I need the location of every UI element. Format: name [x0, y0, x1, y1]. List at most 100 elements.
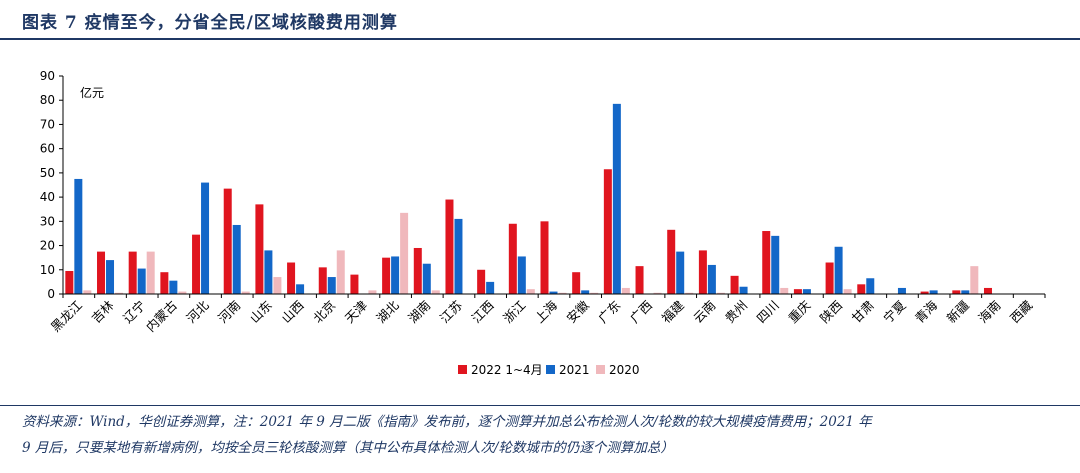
source-note-line-1: 资料来源：Wind，华创证券测算，注：2021 年 9 月二版《指南》发布前，逐…	[22, 414, 872, 430]
y-tick-label: 40	[40, 190, 55, 204]
y-tick-label: 30	[40, 214, 55, 228]
x-category-label: 陕西	[817, 298, 845, 326]
bar-贵州-2022 1~4月	[730, 275, 739, 294]
x-category-label: 宁夏	[880, 297, 909, 326]
bar-黑龙江-2021	[74, 178, 83, 294]
bar-湖北-2021	[391, 256, 400, 294]
bar-江西-2021	[486, 281, 495, 294]
bar-辽宁-2021	[137, 268, 146, 294]
x-category-label: 福建	[659, 297, 688, 326]
x-category-label: 安徽	[564, 297, 593, 326]
x-category-label: 西藏	[1007, 297, 1036, 326]
bar-贵州-2021	[739, 286, 748, 294]
source-note-line-2: 9 月后，只要某地有新增病例，均按全员三轮核酸测算（其中公布具体检测人次/轮数城…	[22, 440, 674, 456]
bar-江西-2022 1~4月	[477, 269, 486, 294]
bar-陕西-2021	[834, 246, 843, 294]
bar-安徽-2020	[590, 292, 599, 294]
bar-江苏-2022 1~4月	[445, 199, 454, 294]
y-axis-unit-label: 亿元	[80, 85, 104, 100]
x-ticks	[62, 294, 1046, 298]
figure-title: 图表 7 疫情至今，分省全民/区域核酸费用测算	[22, 13, 398, 33]
bar-云南-2020	[716, 292, 725, 294]
bar-湖北-2020	[400, 212, 409, 294]
bar-上海-2020	[558, 292, 567, 294]
bar-河南-2021	[232, 224, 241, 294]
bar-四川-2021	[771, 235, 780, 294]
bar-辽宁-2022 1~4月	[128, 251, 137, 294]
bar-重庆-2022 1~4月	[793, 289, 802, 294]
bar-河北-2021	[201, 182, 210, 294]
y-ticks: 0 10 20 30 40 50 60 70 80 90	[40, 69, 63, 301]
y-tick-label: 50	[40, 166, 55, 180]
y-tick-label: 60	[40, 142, 55, 156]
x-category-label: 江苏	[437, 298, 465, 326]
bar-山西-2022 1~4月	[287, 262, 296, 294]
bar-湖南-2020	[431, 290, 440, 294]
bar-山东-2021	[264, 250, 273, 294]
bar-青海-2022 1~4月	[920, 291, 929, 294]
x-category-label: 山西	[278, 298, 306, 326]
source-note: 资料来源：Wind，华创证券测算，注：2021 年 9 月二版《指南》发布前，逐…	[22, 409, 1067, 461]
legend-swatch	[458, 365, 467, 374]
header-divider	[0, 38, 1080, 40]
legend-label: 2020	[609, 363, 640, 377]
x-category-label: 吉林	[88, 297, 117, 326]
y-axis: 0 10 20 30 40 50 60 70 80 90	[40, 69, 64, 301]
legend-label: 2022 1~4月	[471, 363, 543, 377]
x-category-label: 贵州	[722, 298, 750, 326]
bar-湖南-2022 1~4月	[413, 247, 422, 294]
bar-天津-2020	[368, 290, 377, 294]
bar-宁夏-2021	[897, 287, 906, 294]
bar-福建-2020	[685, 292, 694, 294]
y-tick-label: 90	[40, 69, 55, 83]
footer-divider	[0, 405, 1080, 406]
x-category-label: 新疆	[944, 298, 972, 326]
bar-青海-2021	[929, 290, 938, 294]
bar-四川-2022 1~4月	[762, 231, 771, 294]
bar-吉林-2022 1~4月	[97, 251, 106, 294]
bar-内蒙古-2020	[178, 291, 187, 294]
bar-浙江-2020	[526, 289, 535, 294]
bar-河北-2022 1~4月	[192, 234, 201, 294]
x-category-label: 青海	[912, 297, 941, 326]
figure-header: 图表 7 疫情至今，分省全民/区域核酸费用测算	[0, 0, 1080, 40]
x-category-label: 重庆	[785, 297, 814, 326]
bar-新疆-2021	[961, 290, 970, 294]
y-tick-label: 0	[47, 287, 55, 301]
bar-chart: 0 10 20 30 40 50 60 70 80 90 亿元 黑龙江 吉林 辽宁内蒙古 河北 河南 山东山…	[40, 69, 1046, 377]
bar-北京-2020	[336, 250, 345, 294]
bar-陕西-2020	[843, 289, 852, 294]
bar-广东-2021	[612, 103, 621, 294]
bar-天津-2022 1~4月	[350, 274, 359, 294]
x-category-label: 湖北	[373, 297, 402, 326]
x-category-label: 四川	[754, 298, 782, 326]
bar-吉林-2021	[106, 260, 115, 294]
legend-swatch	[596, 365, 605, 374]
legend: 2022 1~4月 2021 2020	[458, 363, 640, 377]
bar-四川-2020	[780, 287, 789, 294]
x-category-label: 浙江	[500, 298, 528, 326]
bar-福建-2021	[676, 251, 685, 294]
legend-label: 2021	[559, 363, 590, 377]
bar-北京-2021	[327, 277, 336, 294]
bar-吉林-2020	[115, 292, 124, 294]
bar-河南-2022 1~4月	[223, 188, 232, 294]
y-tick-label: 10	[40, 263, 55, 277]
x-category-label: 黑龙江	[48, 298, 85, 335]
x-category-label: 天津	[342, 298, 370, 326]
bar-安徽-2022 1~4月	[572, 272, 581, 294]
x-category-label: 广西	[627, 298, 655, 326]
y-tick-label: 80	[40, 93, 55, 107]
bar-山东-2022 1~4月	[255, 204, 264, 294]
bar-海南-2022 1~4月	[983, 287, 992, 294]
bar-新疆-2022 1~4月	[952, 290, 961, 294]
bar-黑龙江-2020	[83, 290, 92, 294]
bar-北京-2022 1~4月	[318, 267, 327, 294]
legend-swatch	[546, 365, 555, 374]
bar-云南-2022 1~4月	[698, 250, 707, 294]
bar-江苏-2021	[454, 218, 463, 294]
bar-甘肃-2021	[866, 278, 875, 294]
x-category-label: 海南	[975, 298, 1003, 326]
bar-浙江-2021	[517, 256, 526, 294]
